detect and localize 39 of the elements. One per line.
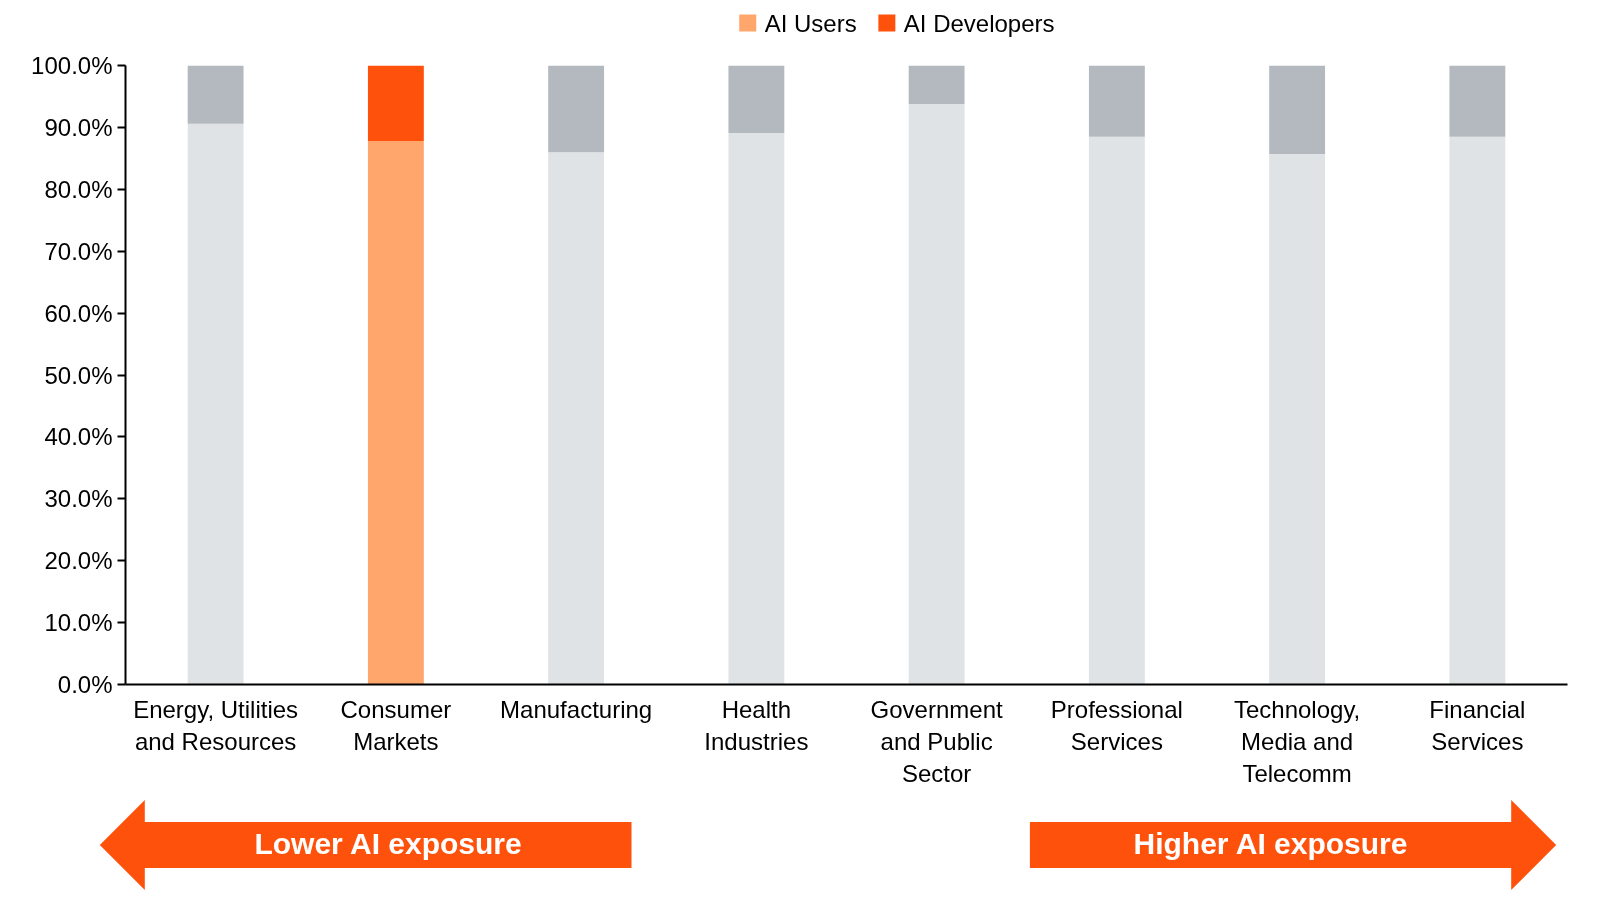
y-tick-label: 80.0% — [44, 175, 113, 203]
y-tick-label: 20.0% — [44, 547, 113, 575]
x-tick-label: Financial Services — [1429, 695, 1526, 755]
bar — [187, 65, 244, 124]
y-tick-label: 0.0% — [57, 671, 113, 698]
y-tick-label: 40.0% — [44, 423, 113, 451]
bar — [728, 132, 785, 685]
bar — [548, 65, 605, 153]
x-tick-label: Health Industries — [704, 695, 809, 755]
x-tick-label: Technology, Media and Telecomm — [1233, 695, 1361, 788]
bar — [908, 65, 965, 104]
bar — [1269, 65, 1326, 155]
bar — [1269, 154, 1326, 685]
y-tick-label: 90.0% — [44, 113, 113, 141]
x-tick-label: Government and Public Sector — [870, 695, 1003, 788]
y-tick-label: 100.0% — [31, 52, 113, 79]
bar — [908, 103, 965, 685]
bar — [1088, 136, 1145, 685]
x-tick-label: Manufacturing — [500, 695, 653, 723]
bar — [1449, 136, 1506, 685]
x-tick-label: Professional Services — [1050, 695, 1183, 755]
legend-label: AI Developers — [903, 9, 1055, 37]
y-tick-label: 70.0% — [44, 237, 113, 265]
y-tick-label: 30.0% — [44, 485, 113, 513]
x-tick-label: Energy, Utilities and Resources — [133, 695, 299, 755]
y-tick-label: 50.0% — [44, 361, 113, 389]
bar — [367, 65, 424, 142]
bar — [1088, 65, 1145, 137]
bar — [187, 123, 244, 685]
text: Higher AI exposure — [1133, 826, 1408, 860]
text: Lower AI exposure — [254, 826, 522, 860]
x-tick-label: Consumer Markets — [340, 695, 452, 755]
bar — [728, 65, 785, 133]
bar — [367, 141, 424, 685]
bar — [1449, 65, 1506, 137]
y-tick-label: 60.0% — [44, 299, 113, 327]
y-tick-label: 10.0% — [44, 609, 113, 637]
bar — [548, 152, 605, 685]
legend-label: AI Users — [764, 9, 857, 37]
